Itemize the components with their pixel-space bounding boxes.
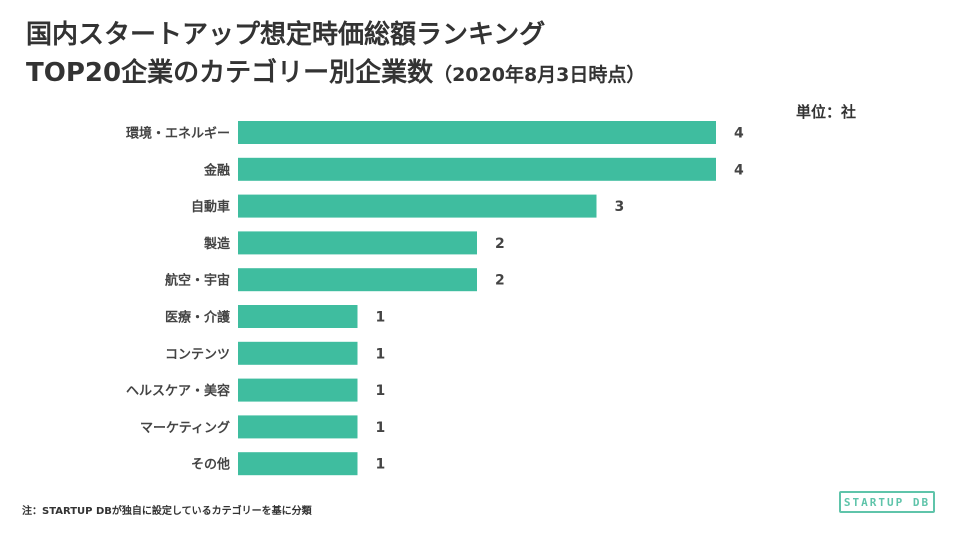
bar bbox=[238, 305, 358, 328]
value-label: 1 bbox=[376, 383, 386, 399]
bar bbox=[238, 452, 358, 476]
value-label: 1 bbox=[376, 420, 386, 436]
value-label: 4 bbox=[734, 126, 744, 142]
bar bbox=[238, 121, 716, 144]
logo-text: STARTUP DB bbox=[843, 495, 931, 509]
value-label: 2 bbox=[495, 236, 505, 252]
footnote: 注：STARTUP DBが独自に設定しているカテゴリーを基に分類 bbox=[22, 506, 312, 517]
value-label: 4 bbox=[734, 162, 744, 178]
category-label: 医療・介護 bbox=[165, 310, 231, 326]
value-label: 3 bbox=[615, 199, 625, 215]
category-label: その他 bbox=[191, 457, 230, 473]
bar bbox=[238, 341, 358, 365]
category-label: ヘルスケア・美容 bbox=[126, 383, 230, 399]
title-line-2: TOP20企業のカテゴリー別企業数（2020年8月3日時点） bbox=[26, 54, 645, 94]
value-label: 1 bbox=[376, 346, 386, 362]
value-label: 2 bbox=[495, 273, 505, 289]
category-label: 金融 bbox=[203, 162, 230, 178]
category-label: 製造 bbox=[203, 236, 231, 252]
category-label: コンテンツ bbox=[165, 347, 230, 362]
bar bbox=[238, 415, 358, 439]
category-label: マーケティング bbox=[140, 420, 230, 436]
title-main: TOP20企業のカテゴリー別企業数 bbox=[26, 58, 434, 88]
bar bbox=[238, 194, 597, 218]
bar bbox=[238, 378, 358, 402]
category-label: 自動車 bbox=[191, 199, 230, 215]
category-label: 環境・エネルギー bbox=[126, 126, 230, 142]
title-line-1: 国内スタートアップ想定時価総額ランキング bbox=[26, 20, 546, 50]
bar bbox=[238, 157, 716, 181]
chart-title: 国内スタートアップ想定時価総額ランキング TOP20企業のカテゴリー別企業数（2… bbox=[26, 16, 645, 94]
category-label: 航空・宇宙 bbox=[165, 273, 230, 289]
unit-label: 単位：社 bbox=[796, 103, 857, 121]
bar bbox=[238, 268, 477, 292]
value-label: 1 bbox=[376, 457, 386, 473]
title-date: （2020年8月3日時点） bbox=[433, 64, 646, 86]
value-label: 1 bbox=[376, 310, 386, 326]
bar bbox=[238, 231, 477, 255]
startup-db-logo: STARTUP DB bbox=[839, 491, 935, 513]
